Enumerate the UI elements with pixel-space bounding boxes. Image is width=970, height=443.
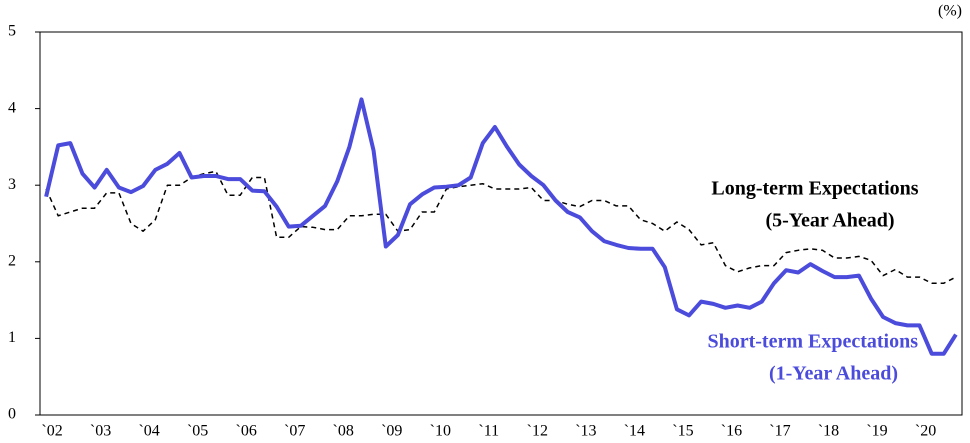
x-tick-label: `16 (721, 423, 742, 440)
x-tick-label: `19 (866, 423, 887, 440)
x-tick-label: `07 (284, 423, 305, 440)
series-label: Long-term Expectations (711, 178, 918, 200)
x-tick-label: `05 (187, 423, 208, 440)
y-tick-label: 0 (8, 406, 16, 423)
x-tick-label: `06 (236, 423, 257, 440)
series-line (45, 170, 957, 284)
x-tick-label: `15 (672, 423, 693, 440)
x-tick-label: `14 (624, 423, 645, 440)
series-line (44, 97, 958, 356)
y-tick-label: 4 (8, 99, 16, 116)
x-tick-label: `04 (138, 423, 159, 440)
y-tick-label: 2 (8, 252, 16, 269)
x-tick-label: `11 (478, 423, 499, 440)
plot-frame (39, 31, 963, 416)
y-tick-label: 5 (8, 23, 16, 40)
x-tick-label: `13 (575, 423, 596, 440)
x-tick-label: `08 (333, 423, 354, 440)
x-tick-label: `02 (41, 423, 62, 440)
series-horizon: (5-Year Ahead) (765, 210, 894, 232)
series-label: Short-term Expectations (707, 331, 918, 353)
x-tick-label: `20 (915, 423, 936, 440)
x-tick-label: `12 (527, 423, 548, 440)
y-tick-label: 1 (8, 329, 16, 346)
series-horizon: (1-Year Ahead) (769, 363, 898, 385)
unit-label: (%) (938, 3, 962, 20)
x-tick-label: `18 (818, 423, 839, 440)
x-tick-label: `10 (430, 423, 451, 440)
x-tick-label: `09 (381, 423, 402, 440)
x-tick-label: `17 (769, 423, 790, 440)
y-tick-label: 3 (8, 176, 16, 193)
x-tick-label: `03 (90, 423, 111, 440)
